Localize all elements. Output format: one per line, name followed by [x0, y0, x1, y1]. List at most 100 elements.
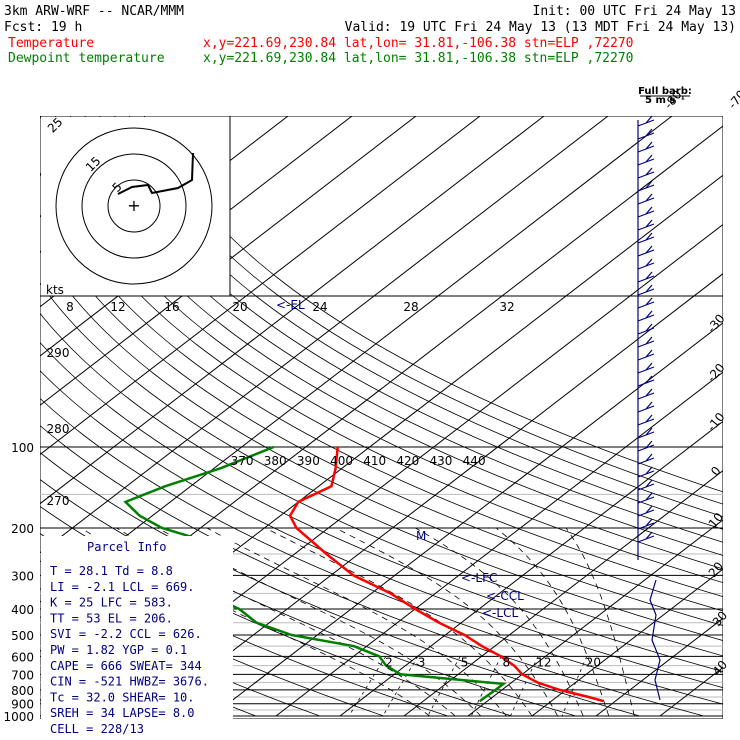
wind-barb	[637, 115, 655, 127]
pressure-tick-label: 900	[11, 698, 34, 712]
wind-barb	[637, 271, 655, 283]
isotherm-line	[403, 469, 723, 717]
mixing-ratio-line	[561, 656, 588, 717]
wind-barb	[637, 505, 655, 517]
isotherm-line	[531, 568, 723, 717]
full-barb-unit: 5 m s⁻¹	[645, 95, 685, 106]
hodograph-ring	[81, 153, 187, 259]
parcel-info-line: CAPE = 666 SWEAT= 344	[50, 659, 202, 673]
full-barb-label: Full barb:	[638, 86, 692, 97]
wind-barb	[637, 518, 655, 530]
mixing-ratio-label: 20	[586, 655, 601, 669]
el-marker: <-EL	[276, 298, 305, 312]
temperature-profile	[288, 446, 604, 703]
parcel-info-line: K = 25 LFC = 583.	[50, 596, 173, 610]
dry-adiabat-line	[40, 452, 640, 717]
parcel-info-title: Parcel Info	[87, 540, 166, 554]
dry-adiabat-line	[40, 312, 723, 657]
dry-adiabat-line	[40, 282, 723, 641]
parcel-info-line: PW = 1.82 YGP = 0.1	[50, 643, 187, 657]
isotherm-line	[40, 116, 545, 505]
moist-adiabat-line	[157, 527, 482, 717]
parcel-info-line: T = 28.1 Td = 8.8	[50, 564, 173, 578]
wind-barb	[637, 531, 655, 543]
dry-adiabat-line	[40, 249, 723, 627]
hodograph-trace	[117, 152, 194, 195]
dry-adiabat-line	[40, 505, 512, 717]
wind-barb	[637, 284, 655, 296]
parcel-info-line: SVI = -2.2 CCL = 626.	[50, 627, 202, 641]
parcel-info-line: CIN = -521 HWBZ= 3676.	[50, 675, 209, 689]
mixing-ratio-line	[470, 656, 502, 717]
hodograph-center-marker: +	[127, 196, 140, 215]
moist-adiabat-line	[265, 527, 533, 717]
pressure-tick-label: 1000	[3, 710, 34, 724]
wind-barb	[637, 479, 655, 491]
mixing-ratio-label: 8	[502, 655, 510, 669]
moist-adiabat-line	[335, 527, 558, 717]
theta-tick-label: 440	[463, 454, 486, 468]
dry-adiabat-line	[40, 370, 723, 689]
isotherm-tick-label: 0	[708, 464, 724, 479]
isotherm-line	[211, 322, 723, 717]
moist-adiabat-line	[415, 527, 584, 717]
isotherm-line	[275, 371, 723, 717]
wind-barb	[637, 401, 655, 413]
theta-tick-label: 410	[363, 454, 386, 468]
pressure-tick-label: 100	[11, 441, 34, 455]
theta-tick-label: 390	[297, 454, 320, 468]
parcel-info-line: LI = -2.1 LCL = 669.	[50, 580, 195, 594]
isotherm-line	[467, 519, 723, 717]
dry-adiabat-line	[40, 424, 704, 717]
moist-adiabat-line	[116, 527, 456, 717]
hodograph-axis-label: 20	[232, 300, 247, 314]
ccl-marker: <-CCL	[486, 589, 524, 603]
mixing-ratio-line	[510, 656, 539, 717]
wind-barb	[637, 219, 655, 231]
hodograph-axis-label: 16	[164, 300, 179, 314]
wind-barb	[637, 466, 655, 478]
wind-barb	[637, 206, 655, 218]
wind-barb	[637, 141, 655, 153]
isotherm-tick-label: -20	[704, 361, 727, 385]
m-marker: M	[416, 529, 426, 543]
theta-tick-label-left: 290	[47, 346, 70, 360]
lcl-marker: <-LCL	[482, 606, 518, 620]
temperature-station-info: x,y=221.69,230.84 lat,lon= 31.81,-106.38…	[203, 36, 633, 51]
dewpoint-legend-label: Dewpoint temperature	[8, 51, 165, 66]
hodograph-axis-label: 12	[110, 300, 125, 314]
theta-tick-label: 420	[396, 454, 419, 468]
wind-barb	[637, 336, 655, 348]
wind-barb	[637, 258, 655, 270]
hodograph-axis-label: 28	[403, 300, 418, 314]
hodograph-axis-label: 8	[66, 300, 74, 314]
isotherm-line	[147, 273, 723, 717]
lfc-marker: <-LFC	[461, 571, 497, 585]
wind-barb	[637, 349, 655, 361]
dry-adiabat-line	[40, 478, 576, 717]
mixing-ratio-line	[348, 656, 387, 717]
mixing-ratio-label: 3	[418, 655, 426, 669]
wind-barb	[637, 297, 655, 309]
init-time: Init: 00 UTC Fri 24 May 13	[533, 4, 737, 19]
wind-barb	[637, 362, 655, 374]
wind-barb	[637, 414, 655, 426]
wind-barb	[637, 128, 655, 140]
hodograph-ring	[55, 127, 213, 285]
wind-barb	[637, 427, 655, 439]
wind-barb	[637, 453, 655, 465]
isotherm-tick-label: 20	[706, 559, 727, 580]
wind-barb	[637, 232, 655, 244]
wind-barb	[637, 245, 655, 257]
mixing-ratio-line	[382, 656, 419, 717]
theta-tick-label: 400	[330, 454, 353, 468]
dry-adiabat-line	[40, 341, 723, 672]
isotherm-line	[40, 116, 609, 554]
pressure-tick-label: 600	[11, 650, 34, 664]
wind-barb	[637, 375, 655, 387]
wind-barb	[637, 180, 655, 192]
moist-adiabat-line	[565, 527, 635, 717]
parcel-info-line: Tc = 32.0 SHEAR= 10.	[50, 690, 195, 704]
pressure-tick-label: 800	[11, 684, 34, 698]
